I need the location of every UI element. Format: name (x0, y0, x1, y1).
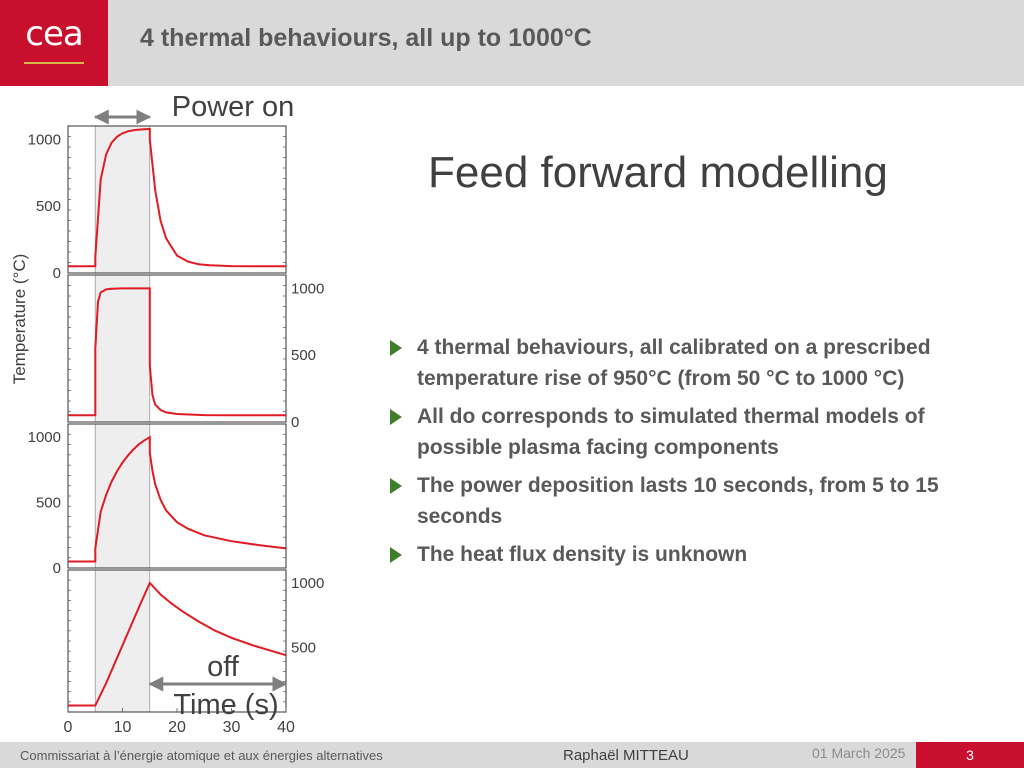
slide-footer: Commissariat à l’énergie atomique et aux… (0, 742, 1024, 768)
y-tick-label: 500 (36, 495, 61, 512)
x-tick-label: 10 (114, 719, 132, 736)
slide-title: 4 thermal behaviours, all up to 1000°C (140, 24, 592, 52)
bullet-text: All do corresponds to simulated thermal … (417, 405, 925, 459)
x-tick-label: 20 (168, 719, 186, 736)
bullet-text: 4 thermal behaviours, all calibrated on … (417, 336, 931, 390)
power-on-shade (94, 125, 151, 274)
series-line (68, 435, 287, 563)
y-tick-label: 1000 (28, 131, 61, 148)
footer-author: Raphaël MITTEAU (563, 747, 689, 764)
footer-organisation: Commissariat à l’énergie atomique et aux… (20, 748, 383, 763)
power-off-annotation: off (207, 651, 240, 683)
y-tick-label: 0 (53, 560, 61, 577)
bullet-item: The power deposition lasts 10 seconds, f… (390, 470, 990, 532)
slide-header: cea 4 thermal behaviours, all up to 1000… (0, 0, 1024, 86)
x-tick-label: 40 (277, 719, 295, 736)
y-tick-label: 1000 (291, 280, 324, 297)
bullet-arrow-icon (390, 340, 402, 356)
series-line (68, 581, 287, 707)
page-number: 3 (916, 742, 1024, 768)
logo-underline (24, 62, 84, 64)
section-subtitle: Feed forward modelling (428, 148, 888, 197)
logo-text: cea (25, 14, 83, 54)
y-tick-label: 500 (291, 639, 316, 656)
bullet-text: The power deposition lasts 10 seconds, f… (417, 474, 939, 528)
bullet-arrow-icon (390, 409, 402, 425)
power-on-shade (94, 274, 151, 423)
y-tick-label: 500 (36, 198, 61, 215)
bullet-item: 4 thermal behaviours, all calibrated on … (390, 332, 990, 394)
series-line (68, 287, 286, 417)
series-line (68, 127, 286, 268)
bullet-text: The heat flux density is unknown (417, 543, 748, 566)
power-on-annotation: Power on (172, 91, 295, 123)
y-tick-label: 0 (291, 414, 299, 431)
y-tick-label: 500 (291, 347, 316, 364)
x-tick-label: 30 (223, 719, 241, 736)
cea-logo: cea (0, 0, 108, 86)
y-axis-label: Temperature (°C) (10, 254, 29, 385)
bullet-list: 4 thermal behaviours, all calibrated on … (390, 332, 990, 577)
bullet-arrow-icon (390, 478, 402, 494)
bullet-item: The heat flux density is unknown (390, 539, 990, 570)
y-tick-label: 0 (53, 265, 61, 282)
bullet-item: All do corresponds to simulated thermal … (390, 401, 990, 463)
temperature-chart: 0 500 1000 0 500 1000 0 500 1000 500 1000 0 10 20 30 40… (10, 91, 324, 736)
x-tick-label: 0 (64, 719, 73, 736)
power-on-shade (94, 423, 151, 569)
x-axis-label: Time (s) (173, 689, 278, 721)
y-tick-label: 1000 (28, 429, 61, 446)
y-tick-label: 1000 (291, 575, 324, 592)
bullet-arrow-icon (390, 547, 402, 563)
footer-date: 01 March 2025 (812, 745, 906, 761)
